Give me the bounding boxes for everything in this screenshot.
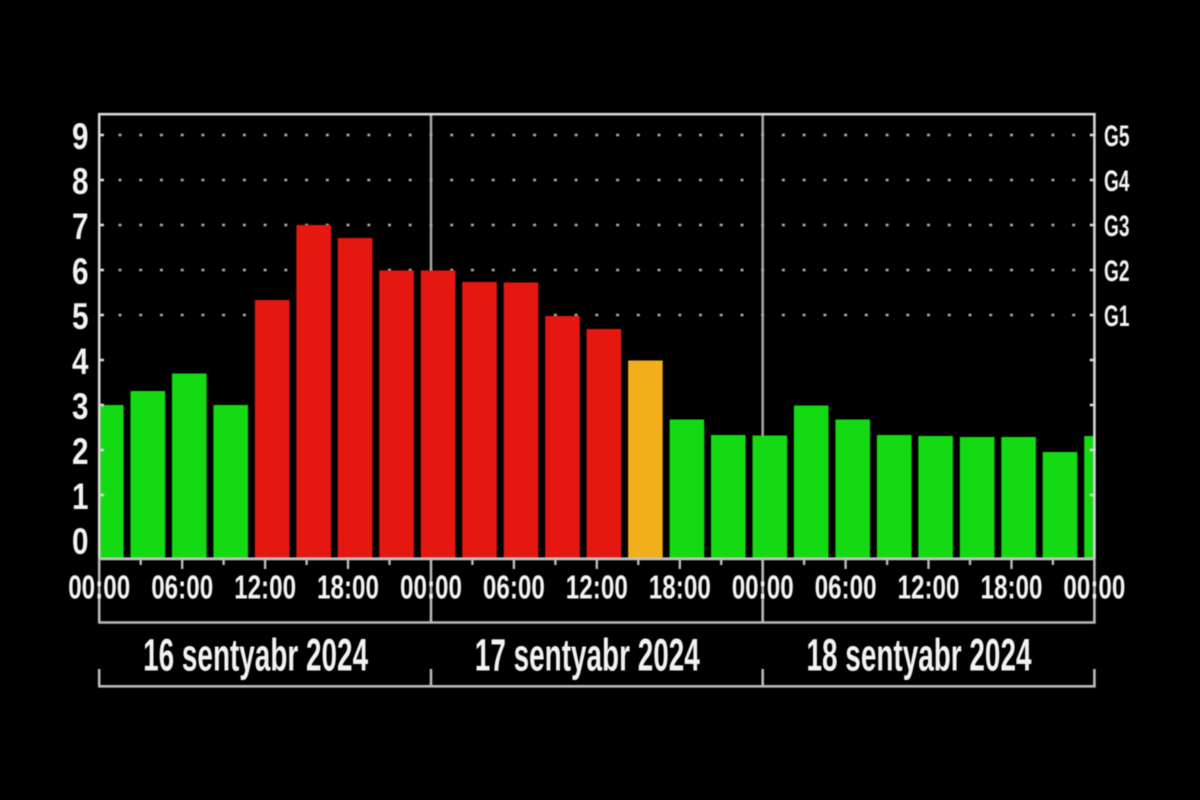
svg-text:18:00: 18:00 (649, 569, 711, 606)
svg-text:18:00: 18:00 (317, 569, 379, 606)
svg-text:G3: G3 (1104, 210, 1130, 243)
svg-text:17 sentyabr 2024: 17 sentyabr 2024 (475, 630, 700, 681)
svg-text:00:00: 00:00 (68, 569, 130, 606)
svg-text:12:00: 12:00 (234, 569, 296, 606)
svg-text:18:00: 18:00 (981, 569, 1043, 606)
svg-text:00:00: 00:00 (1063, 569, 1125, 606)
svg-text:G4: G4 (1104, 165, 1130, 198)
svg-text:2: 2 (72, 431, 89, 472)
svg-text:00:00: 00:00 (732, 569, 794, 606)
svg-text:4: 4 (72, 341, 89, 382)
svg-text:06:00: 06:00 (483, 569, 545, 606)
svg-text:1: 1 (72, 476, 89, 517)
svg-text:7: 7 (72, 206, 89, 247)
svg-text:06:00: 06:00 (151, 569, 213, 606)
svg-text:18 sentyabr 2024: 18 sentyabr 2024 (807, 630, 1032, 681)
svg-text:06:00: 06:00 (815, 569, 877, 606)
svg-text:12:00: 12:00 (898, 569, 960, 606)
svg-text:9: 9 (72, 116, 89, 157)
svg-text:6: 6 (72, 251, 89, 292)
svg-text:G5: G5 (1104, 120, 1130, 153)
svg-text:G2: G2 (1104, 255, 1130, 288)
svg-text:5: 5 (72, 296, 89, 337)
svg-text:0: 0 (72, 521, 89, 562)
svg-text:G1: G1 (1104, 300, 1130, 333)
svg-text:16 sentyabr 2024: 16 sentyabr 2024 (143, 630, 368, 681)
svg-text:12:00: 12:00 (566, 569, 628, 606)
svg-text:3: 3 (72, 386, 89, 427)
svg-text:00:00: 00:00 (400, 569, 462, 606)
svg-text:8: 8 (72, 161, 89, 202)
